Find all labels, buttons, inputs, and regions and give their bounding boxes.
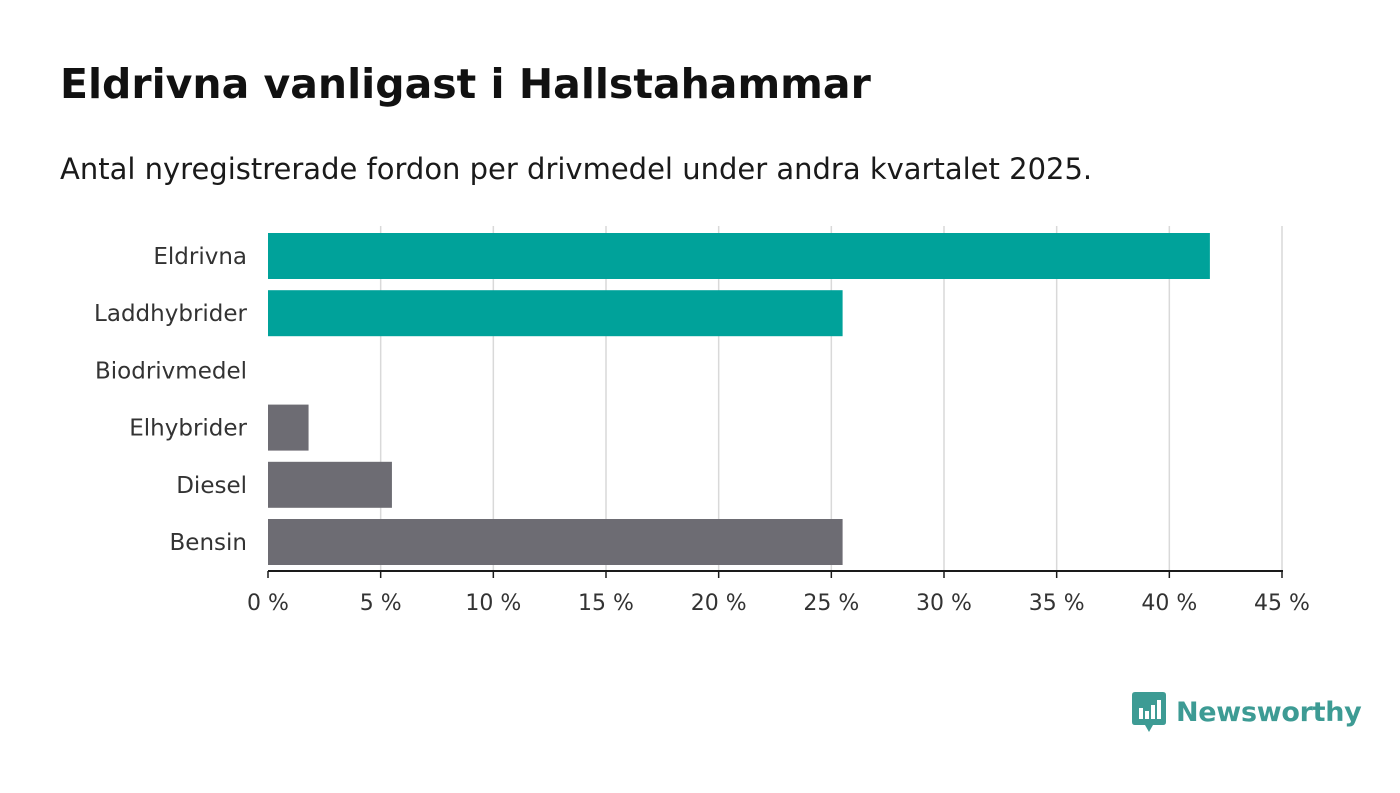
category-label: Diesel — [176, 473, 247, 499]
newsworthy-logo: Newsworthy — [1132, 692, 1362, 732]
bar-laddhybrider — [268, 290, 843, 337]
x-axis: 0 % 5 % 10 % 15 % 20 % 25 % 30 % 35 % 40 % 45 % — [247, 570, 1310, 616]
category-label: Laddhybrider — [94, 301, 247, 327]
chart-title: Eldrivna vanligast i Hallstahammar — [60, 60, 871, 108]
category-label: Bensin — [170, 530, 247, 556]
bars — [268, 233, 1210, 565]
category-label: Eldrivna — [153, 244, 247, 270]
x-tick-label: 15 % — [578, 591, 634, 616]
x-tick-label: 20 % — [691, 591, 747, 616]
category-label: Elhybrider — [129, 416, 247, 442]
newsworthy-logo-text: Newsworthy — [1176, 696, 1362, 728]
x-tick-label: 0 % — [247, 591, 289, 616]
chart-subtitle: Antal nyregistrerade fordon per drivmede… — [60, 152, 1093, 186]
x-tick-label: 45 % — [1254, 591, 1310, 616]
bar-eldrivna — [268, 233, 1210, 279]
x-tick-label: 40 % — [1141, 591, 1197, 616]
newsworthy-logo-icon — [1132, 692, 1166, 732]
category-labels: Eldrivna Laddhybrider Biodrivmedel Elhybrid… — [94, 244, 247, 556]
bar-bensin — [268, 519, 843, 565]
bar-elhybrider — [268, 404, 309, 451]
x-tick-label: 10 % — [465, 591, 521, 616]
bar-diesel — [268, 461, 392, 508]
gridlines — [379, 226, 1283, 571]
x-tick-label: 5 % — [360, 591, 402, 616]
category-label: Biodrivmedel — [95, 358, 247, 384]
x-tick-label: 30 % — [916, 591, 972, 616]
x-tick-label: 35 % — [1029, 591, 1085, 616]
x-tick-label: 25 % — [803, 591, 859, 616]
